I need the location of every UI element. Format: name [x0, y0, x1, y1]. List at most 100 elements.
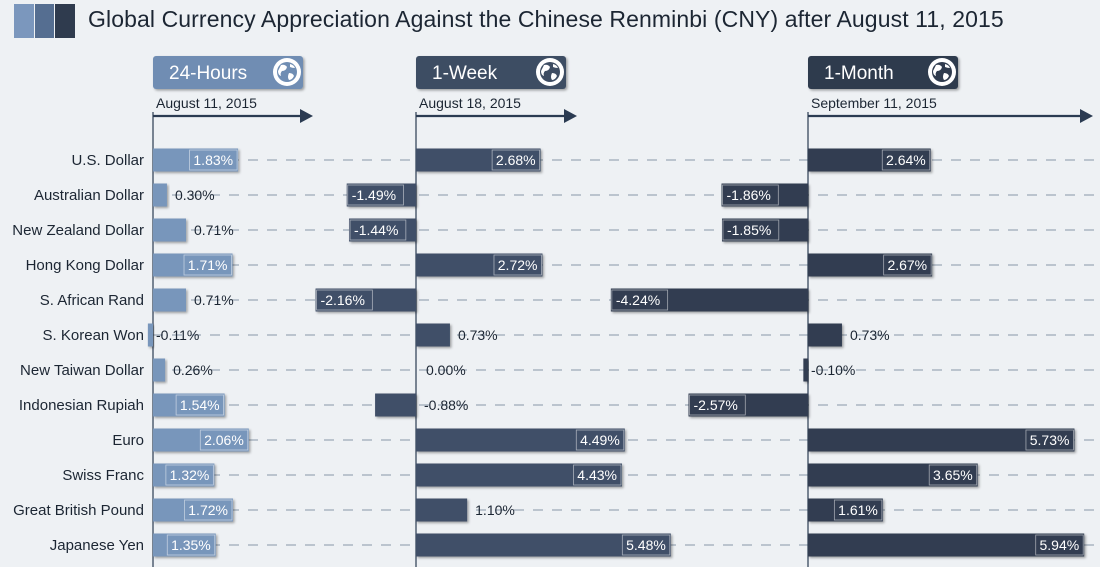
data-label: 1.10%	[475, 502, 515, 518]
data-label: 2.06%	[204, 432, 244, 448]
data-label: 0.00%	[426, 362, 466, 378]
category-label: New Taiwan Dollar	[20, 362, 144, 379]
data-label-frame	[621, 534, 671, 556]
data-label-frame	[611, 289, 669, 311]
title-square-1	[14, 4, 34, 38]
data-label-frame	[883, 254, 932, 276]
panel-header-1-week: 1-Week August 18, 2015	[416, 56, 577, 123]
data-label: -2.57%	[693, 397, 737, 413]
data-label-frame	[175, 394, 225, 416]
data-label: 1.54%	[180, 397, 220, 413]
data-label: -0.11%	[156, 327, 199, 343]
category-label: Great British Pound	[13, 502, 144, 519]
data-label-frame	[183, 254, 232, 276]
bar-1-month	[688, 393, 808, 417]
data-label-frame	[199, 429, 249, 451]
data-label: -0.88%	[424, 397, 468, 413]
bar-1-week	[315, 288, 416, 312]
data-label-frame	[722, 184, 779, 206]
category-label: Hong Kong Dollar	[26, 257, 144, 274]
data-label: -1.49%	[352, 187, 396, 203]
bar-24-hours	[153, 533, 216, 557]
bar-1-month	[808, 463, 978, 487]
data-label: 1.71%	[188, 257, 228, 273]
category-label: Australian Dollar	[34, 187, 144, 204]
data-label: -4.24%	[616, 292, 660, 308]
panel-title: 1-Week	[432, 63, 498, 84]
data-label-frame	[928, 464, 978, 486]
data-label: 2.67%	[887, 257, 927, 273]
bar-24-hours	[153, 288, 187, 312]
data-label-frame	[184, 499, 233, 521]
bar-24-hours	[153, 253, 233, 277]
bar-24-hours	[153, 148, 239, 172]
globe-icon	[536, 58, 564, 86]
panel-header-box	[153, 56, 303, 89]
panel-header-box	[808, 56, 958, 89]
category-label: Swiss Franc	[62, 467, 144, 484]
chart-title: Global Currency Appreciation Against the…	[88, 6, 1004, 32]
globe-icon	[928, 58, 956, 86]
timeline-arrow-head	[300, 109, 313, 123]
data-label-frame	[491, 149, 541, 171]
data-label: 5.73%	[1030, 432, 1070, 448]
bar-1-week	[346, 183, 416, 207]
bar-1-month	[721, 183, 808, 207]
bar-1-week	[416, 253, 543, 277]
bar-1-week	[416, 148, 541, 172]
title-square-2	[34, 4, 55, 38]
bar-24-hours	[153, 218, 187, 242]
data-label: 3.65%	[933, 467, 973, 483]
data-label-frame	[189, 149, 238, 171]
data-label: 0.26%	[173, 362, 213, 378]
bar-24-hours	[147, 323, 153, 347]
bar-24-hours	[153, 358, 166, 382]
data-label-frame	[575, 429, 625, 451]
bar-1-week	[416, 498, 468, 522]
bar-1-month	[808, 533, 1085, 557]
bar-1-month	[721, 218, 808, 242]
timeline-arrow-head	[1080, 109, 1093, 123]
data-label: 4.43%	[577, 467, 617, 483]
data-label: 0.71%	[194, 222, 234, 238]
panel-date: September 11, 2015	[811, 95, 937, 111]
category-label: Indonesian Rupiah	[19, 397, 144, 414]
category-label: Euro	[112, 432, 144, 449]
data-label: -1.44%	[354, 222, 398, 238]
data-label-frame	[1025, 429, 1074, 451]
category-label: S. African Rand	[40, 292, 144, 309]
data-label-frame	[165, 464, 214, 486]
data-label: 0.30%	[175, 187, 215, 203]
bar-1-week	[416, 533, 671, 557]
bar-24-hours	[153, 183, 167, 207]
data-label: 1.61%	[838, 502, 878, 518]
panel-date: August 18, 2015	[419, 95, 521, 111]
data-label: 1.35%	[171, 537, 211, 553]
bar-24-hours	[153, 463, 215, 487]
panel-header-box	[416, 56, 566, 89]
data-label-frame	[573, 464, 622, 486]
bar-1-month	[610, 288, 808, 312]
panel-header-24-hours: 24-Hours August 11, 2015	[153, 56, 313, 123]
data-label: 1.72%	[188, 502, 228, 518]
bar-1-month	[808, 498, 883, 522]
data-label-frame	[689, 394, 746, 416]
data-label: -1.85%	[727, 222, 771, 238]
data-label: 2.72%	[498, 257, 538, 273]
bar-1-week	[349, 218, 416, 242]
data-label-frame	[316, 289, 373, 311]
data-label: -2.16%	[321, 292, 365, 308]
category-label: S. Korean Won	[43, 327, 144, 344]
title-decoration	[14, 4, 76, 38]
data-label-frame	[833, 499, 883, 521]
bar-24-hours	[153, 428, 249, 452]
data-label: 5.48%	[626, 537, 666, 553]
data-label-frame	[349, 219, 407, 241]
bar-1-week	[416, 323, 450, 347]
title-square-3	[55, 4, 76, 38]
category-label: U.S. Dollar	[71, 152, 144, 169]
data-label-frame	[881, 149, 931, 171]
data-label: -1.86%	[727, 187, 771, 203]
bar-1-month	[808, 253, 933, 277]
